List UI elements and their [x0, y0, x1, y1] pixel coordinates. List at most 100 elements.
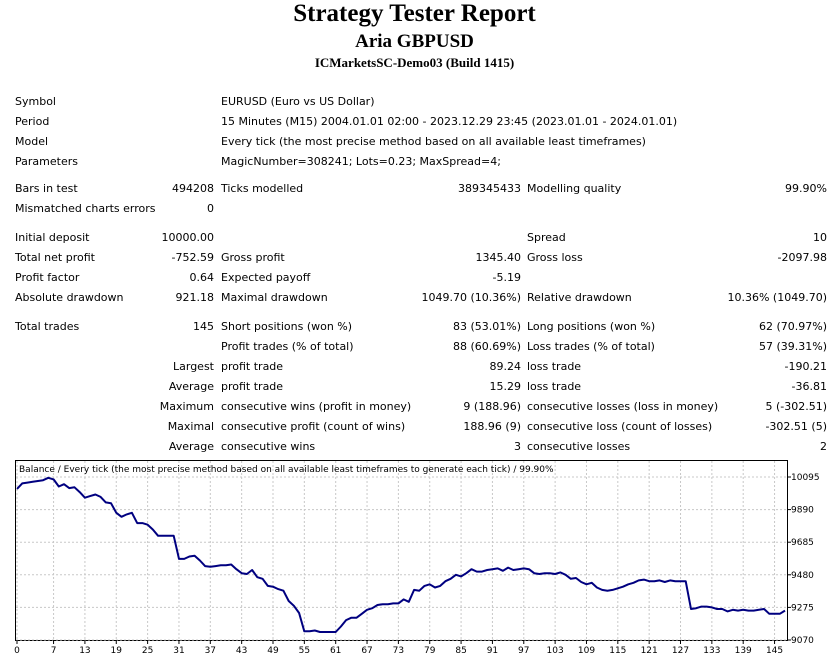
maxdd-value: 1049.70 (10.36%) — [421, 291, 521, 304]
y-tick-label: 10095 — [791, 473, 820, 483]
deposit-value: 10000.00 — [161, 231, 215, 244]
x-tick-label: 109 — [578, 646, 595, 656]
symbol-value: EURUSD (Euro vs US Dollar) — [221, 95, 375, 108]
ticks-label: Ticks modelled — [221, 182, 304, 195]
period-label: Period — [15, 115, 50, 128]
y-tick-label: 9275 — [791, 603, 814, 613]
largest-label: Largest — [173, 360, 214, 373]
max-wins-value: 9 (188.96) — [463, 400, 521, 413]
x-tick-label: 115 — [609, 646, 626, 656]
symbol-label: Symbol — [15, 95, 56, 108]
grossloss-value: -2097.98 — [777, 251, 827, 264]
deposit-label: Initial deposit — [15, 231, 90, 244]
max-wins-label: consecutive wins (profit in money) — [221, 400, 412, 413]
avgcons-label: Average — [168, 440, 214, 453]
ptrades-label: Profit trades (% of total) — [221, 340, 354, 353]
y-tick-label: 9890 — [791, 506, 814, 516]
x-tick-label: 55 — [299, 646, 310, 656]
x-tick-label: 97 — [518, 646, 529, 656]
server-build: ICMarketsSC-Demo03 (Build 1415) — [314, 55, 515, 70]
x-tick-label: 121 — [641, 646, 658, 656]
chart-title: Balance / Every tick (the most precise m… — [19, 465, 554, 475]
x-tick-label: 103 — [547, 646, 564, 656]
average-label: Average — [168, 380, 214, 393]
quality-label: Modelling quality — [527, 182, 622, 195]
report-title: Strategy Tester Report — [293, 0, 536, 27]
x-tick-label: 73 — [393, 646, 404, 656]
model-label: Model — [15, 135, 49, 148]
report-subtitle: Aria GBPUSD — [355, 31, 474, 52]
x-tick-label: 7 — [51, 646, 57, 656]
maxdd-label: Maximal drawdown — [221, 291, 328, 304]
ltrades-value: 57 (39.31%) — [758, 340, 827, 353]
reldd-label: Relative drawdown — [527, 291, 632, 304]
maximal-loss-value: -302.51 (5) — [765, 420, 827, 433]
maximal-profit-value: 188.96 (9) — [463, 420, 521, 433]
y-tick-label: 9685 — [791, 538, 814, 548]
average-profit-label: profit trade — [221, 380, 284, 393]
mismatch-label: Mismatched charts errors — [15, 202, 156, 215]
x-tick-label: 67 — [361, 646, 372, 656]
x-tick-label: 61 — [330, 646, 341, 656]
absdd-value: 921.18 — [175, 291, 215, 304]
trades-value: 145 — [193, 320, 214, 333]
x-tick-label: 13 — [79, 646, 90, 656]
largest-profit-value: 89.24 — [489, 360, 522, 373]
grossprofit-value: 1345.40 — [475, 251, 522, 264]
max-losses-value: 5 (-302.51) — [765, 400, 827, 413]
x-tick-label: 145 — [766, 646, 783, 656]
x-tick-label: 91 — [487, 646, 498, 656]
y-tick-label: 9480 — [791, 571, 814, 581]
y-tick-label: 9070 — [791, 636, 814, 646]
x-tick-label: 85 — [455, 646, 466, 656]
largest-loss-value: -190.21 — [784, 360, 827, 373]
mismatch-value: 0 — [207, 202, 214, 215]
plot-frame — [15, 460, 788, 641]
x-tick-label: 19 — [111, 646, 123, 656]
x-tick-label: 31 — [173, 646, 184, 656]
x-tick-label: 79 — [424, 646, 436, 656]
payoff-value: -5.19 — [492, 271, 521, 284]
short-label: Short positions (won %) — [221, 320, 353, 333]
netprofit-label: Total net profit — [15, 251, 95, 264]
netprofit-value: -752.59 — [171, 251, 214, 264]
parameters-label: Parameters — [15, 155, 78, 168]
balance-chart: Balance / Every tick (the most precise m… — [14, 460, 820, 656]
spread-value: 10 — [813, 231, 827, 244]
avg-losses-label: consecutive losses — [527, 440, 631, 453]
grid-lines — [16, 461, 787, 641]
spread-label: Spread — [527, 231, 566, 244]
maximal-loss-label: consecutive loss (count of losses) — [527, 420, 713, 433]
max-losses-label: consecutive losses (loss in money) — [527, 400, 719, 413]
bars-value: 494208 — [172, 182, 214, 195]
x-tick-label: 0 — [14, 646, 20, 656]
average-loss-value: -36.81 — [791, 380, 827, 393]
y-axis-ticks: 10095 9890 9685 9480 9275 9070 — [787, 473, 820, 646]
balance-line — [16, 476, 786, 633]
ptrades-value: 88 (60.69%) — [452, 340, 521, 353]
model-value: Every tick (the most precise method base… — [221, 135, 646, 148]
largest-loss-label: loss trade — [527, 360, 582, 373]
parameters-value: MagicNumber=308241; Lots=0.23; MaxSpread… — [221, 155, 501, 168]
x-tick-label: 37 — [205, 646, 216, 656]
average-loss-label: loss trade — [527, 380, 582, 393]
reldd-value: 10.36% (1049.70) — [727, 291, 827, 304]
x-tick-label: 43 — [236, 646, 247, 656]
ltrades-label: Loss trades (% of total) — [527, 340, 655, 353]
x-axis-ticks: 0 7 13 19 25 31 37 43 49 55 61 67 73 79 85 91 97 103 109 11… — [14, 640, 783, 656]
absdd-label: Absolute drawdown — [15, 291, 124, 304]
x-tick-label: 25 — [142, 646, 153, 656]
x-tick-label: 127 — [672, 646, 689, 656]
quality-value: 99.90% — [785, 182, 827, 195]
bars-label: Bars in test — [15, 182, 78, 195]
grossloss-label: Gross loss — [527, 251, 583, 264]
maximal-label: Maximal — [167, 420, 214, 433]
long-label: Long positions (won %) — [527, 320, 656, 333]
x-tick-label: 133 — [703, 646, 720, 656]
maximum-label: Maximum — [159, 400, 214, 413]
x-tick-label: 139 — [735, 646, 752, 656]
largest-profit-label: profit trade — [221, 360, 284, 373]
trades-label: Total trades — [15, 320, 80, 333]
ticks-value: 389345433 — [458, 182, 521, 195]
period-value: 15 Minutes (M15) 2004.01.01 02:00 - 2023… — [221, 115, 678, 128]
